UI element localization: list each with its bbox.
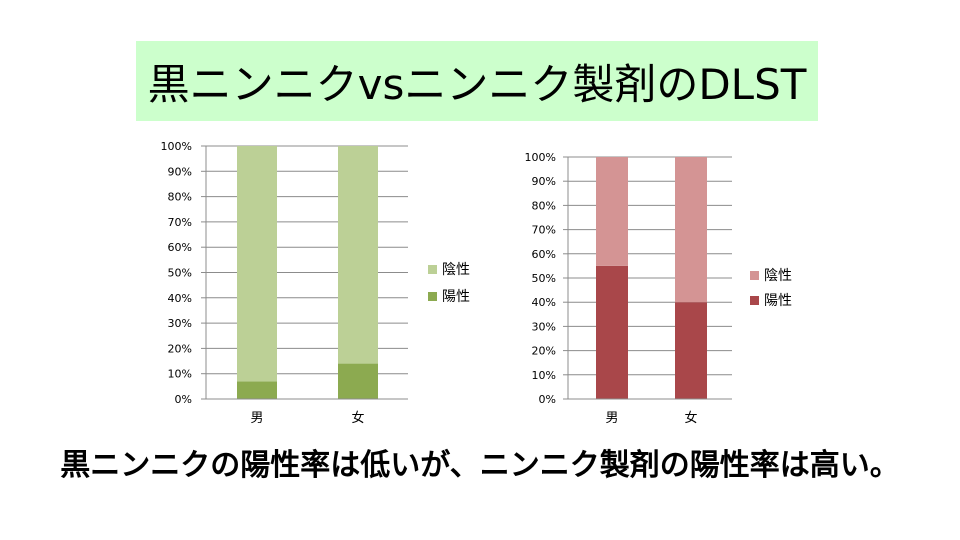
bar-positive-1 xyxy=(338,363,378,399)
y-tick-label: 20% xyxy=(168,342,192,355)
x-category-label: 男 xyxy=(250,411,263,426)
y-tick-label: 70% xyxy=(168,216,192,229)
y-tick-label: 50% xyxy=(168,267,192,280)
y-tick-label: 90% xyxy=(168,165,192,178)
y-tick-label: 0% xyxy=(175,393,192,406)
y-tick-label: 10% xyxy=(168,368,192,381)
slide-title: 黒ニンニクvsニンニク製剤のDLST xyxy=(147,59,807,109)
y-tick-label: 30% xyxy=(168,317,192,330)
legend-label-0: 陰性 xyxy=(442,262,470,278)
legend-label-1: 陽性 xyxy=(442,289,470,305)
y-tick-label: 100% xyxy=(161,140,192,153)
conclusion-caption: 黒ニンニクの陽性率は低いが、ニンニク製剤の陽性率は高い。 xyxy=(60,448,900,483)
x-category-label: 女 xyxy=(351,410,364,426)
title-banner: 黒ニンニクvsニンニク製剤のDLST xyxy=(136,41,818,121)
bar-negative-0 xyxy=(237,146,277,382)
legend-swatch-1 xyxy=(428,292,437,301)
bar-positive-0 xyxy=(237,381,277,399)
y-tick-label: 40% xyxy=(168,292,192,305)
bar-negative-1 xyxy=(338,146,378,364)
legend-swatch-0 xyxy=(428,265,437,274)
y-tick-label: 80% xyxy=(168,191,192,204)
y-tick-label: 60% xyxy=(168,241,192,254)
